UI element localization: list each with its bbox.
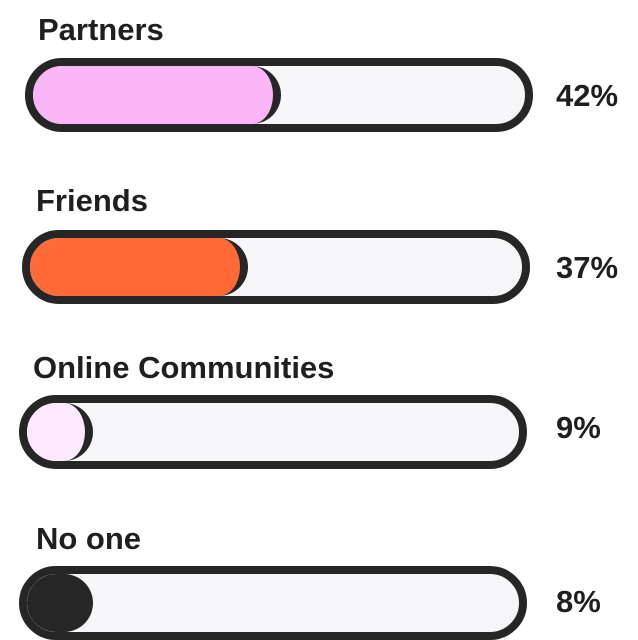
bar-value-online-communities: 9% (556, 410, 601, 445)
bar-track-friends (22, 230, 530, 304)
bar-fill-partners (33, 66, 281, 124)
bar-track-partners (25, 58, 533, 132)
bar-track-online-communities (19, 395, 527, 469)
bar-label-no-one: No one (36, 521, 142, 556)
bar-track-no-one (19, 566, 527, 640)
bar-value-friends: 37% (556, 250, 619, 285)
bar-value-partners: 42% (556, 78, 619, 113)
bar-fill-online-communities (27, 403, 93, 461)
bar-label-friends: Friends (36, 183, 148, 218)
bar-label-partners: Partners (38, 12, 164, 47)
bar-label-online-communities: Online Communities (33, 350, 335, 385)
bar-fill-no-one (27, 574, 93, 632)
bar-fill-friends (30, 238, 248, 296)
bar-value-no-one: 8% (556, 584, 601, 619)
